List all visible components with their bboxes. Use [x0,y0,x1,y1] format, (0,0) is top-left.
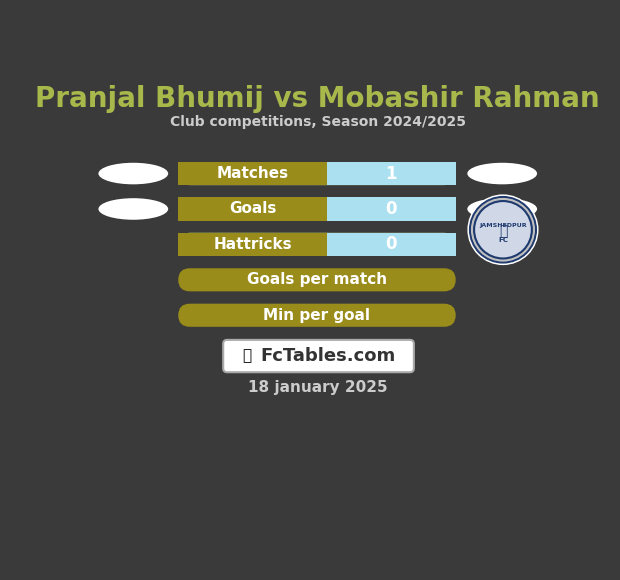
Bar [179,162,327,185]
Text: JAMSHEDPUR: JAMSHEDPUR [479,223,527,227]
FancyBboxPatch shape [179,269,456,291]
FancyBboxPatch shape [179,162,456,185]
Bar [327,197,456,220]
FancyBboxPatch shape [179,197,456,220]
FancyBboxPatch shape [179,162,456,185]
Ellipse shape [467,163,537,184]
Text: Matches: Matches [216,166,288,181]
Text: 18 january 2025: 18 january 2025 [248,380,388,395]
Circle shape [476,203,530,257]
Text: Club competitions, Season 2024/2025: Club competitions, Season 2024/2025 [170,115,466,129]
Text: Min per goal: Min per goal [264,308,371,322]
Text: FcTables.com: FcTables.com [260,347,396,365]
Ellipse shape [99,198,168,220]
Text: 1: 1 [386,165,397,183]
Text: Hattricks: Hattricks [213,237,292,252]
Text: Goals per match: Goals per match [247,273,387,287]
Text: 0: 0 [386,235,397,253]
Text: FC: FC [498,237,508,243]
Text: ⚽: ⚽ [498,224,507,238]
Circle shape [468,195,538,264]
Bar [179,197,327,220]
Circle shape [470,197,536,263]
Text: Goals: Goals [229,201,276,216]
Bar [179,233,327,256]
FancyBboxPatch shape [179,233,339,256]
Text: Pranjal Bhumij vs Mobashir Rahman: Pranjal Bhumij vs Mobashir Rahman [35,85,600,113]
FancyBboxPatch shape [179,197,339,220]
FancyBboxPatch shape [179,233,456,256]
Text: 📊: 📊 [242,349,251,364]
FancyBboxPatch shape [179,162,339,185]
FancyBboxPatch shape [179,233,456,256]
FancyBboxPatch shape [179,197,456,220]
Bar [327,233,456,256]
FancyBboxPatch shape [179,304,456,327]
Bar [327,162,456,185]
Ellipse shape [467,198,537,220]
FancyBboxPatch shape [223,340,414,372]
Text: 0: 0 [386,200,397,218]
Ellipse shape [99,163,168,184]
